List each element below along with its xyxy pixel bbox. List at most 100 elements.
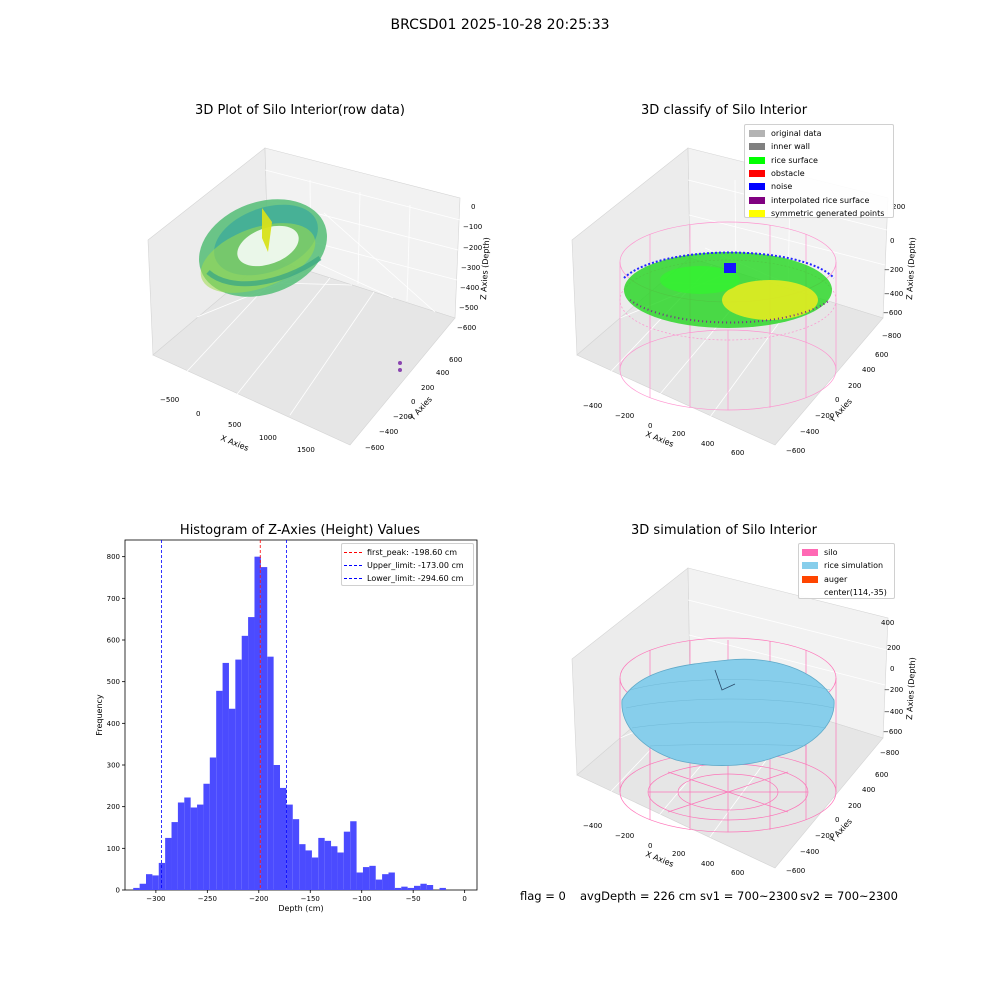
classify-z-tick: 0 [890,237,894,245]
legend-swatch [802,549,818,557]
sim-x-tick: −200 [615,832,634,840]
legend-label: rice simulation [824,561,884,571]
raw-y-ticks: 600 400 200 0 −200 −400 −600 [365,356,462,452]
classify-legend: original data inner wall rice surface obsta… [744,124,894,218]
classify-y-tick: 600 [875,351,888,359]
sv2-readout: sv2 = 700~2300 [800,889,898,903]
legend-label: interpolated rice surface [771,195,870,205]
raw-z-tick: 0 [471,203,475,211]
histogram-bar [248,617,255,890]
raw-y-tick: 400 [436,369,449,377]
legend-label: obstacle [771,169,805,179]
classify-y-tick: 0 [835,396,839,404]
sim-z-tick: 400 [881,619,894,627]
histogram-bar [254,556,261,890]
histogram-bar [190,807,198,890]
histogram-y-tick-label: 600 [107,637,120,645]
legend-swatch [344,578,362,579]
raw-x-ticks: −500 0 500 1000 1500 [160,396,315,454]
legend-swatch [802,575,818,583]
legend-label: rice surface [771,155,818,165]
raw-z-tick: −400 [460,284,479,292]
legend-label: symmetric generated points [771,208,885,218]
legend-swatch [749,156,765,164]
legend-label: Upper_limit: -173.00 cm [367,561,464,570]
classify-legend-entry: original data [749,127,893,140]
histogram-bar [356,872,363,890]
classify-x-tick: −400 [583,402,602,410]
legend-swatch [749,130,765,138]
legend-label: noise [771,182,793,192]
histogram-bar [267,656,274,890]
raw-y-tick: −200 [393,413,412,421]
raw-y-tick: 600 [449,356,462,364]
histogram-bar [362,867,370,890]
legend-label: original data [771,129,822,139]
histogram-y-tick-label: 400 [107,720,120,728]
histogram-reference-lines [161,540,287,890]
histogram-bar [184,797,191,890]
sim-z-tick: 200 [887,644,900,652]
sim-z-tick: 0 [890,665,894,673]
histogram-y-tick-label: 200 [107,803,120,811]
histogram-x-tick-label: −150 [301,895,320,903]
simulation-legend: silo rice simulation auger center(114,-35) [798,543,895,599]
simulation-legend-entry: rice simulation [802,559,894,572]
histogram-y-tick-label: 500 [107,678,120,686]
histogram-bar [280,787,287,890]
classify-x-tick: 0 [648,422,652,430]
raw-x-tick: 0 [196,410,200,418]
histogram-bar [152,875,159,890]
histogram-bar [273,765,281,890]
classify-y-tick: −200 [815,412,834,420]
histogram-x-tick-label: −50 [406,895,421,903]
classify-x-tick: 200 [672,430,685,438]
histogram-bar [216,690,223,890]
raw-x-tick: 1000 [259,434,277,442]
histogram-x-tick-label: −250 [198,895,217,903]
raw-z-tick: −100 [463,223,482,231]
legend-label: first_peak: -198.60 cm [367,548,458,557]
sim-z-tick: −800 [880,749,899,757]
classify-x-tick: −200 [615,412,634,420]
raw-z-tick: −500 [459,304,478,312]
histogram-bar [260,567,268,890]
raw-z-tick: −600 [457,324,476,332]
classify-z-tick: −200 [884,266,903,274]
classify-z-tick: 200 [892,203,905,211]
histogram-y-ticks: 0 100 200 300 400 500 600 700 800 [107,553,125,895]
histogram-y-tick-label: 300 [107,762,120,770]
legend-label: center(114,-35) [824,588,887,598]
legend-label: silo [824,548,838,558]
histogram-bar [241,635,249,890]
classify-z-label: Z Axies (Depth) [905,237,917,300]
raw-y-tick: 200 [421,384,434,392]
sim-y-tick: −600 [786,867,805,875]
classify-panel-title: 3D classify of Silo Interior [640,103,808,118]
histogram-bar [382,874,389,890]
histogram-legend-entry: Lower_limit: -294.60 cm [344,572,473,585]
histogram-bars [133,556,446,890]
histogram-bar [165,837,172,890]
histogram-bar [394,887,402,890]
histogram-bar [343,831,351,890]
histogram-bar [369,865,376,890]
sim-y-tick: 0 [835,816,839,824]
histogram-x-ticks: −300 −250 −200 −150 −100 −50 0 [146,890,467,903]
histogram-bar [439,887,446,890]
simulation-legend-entry: center(114,-35) [802,586,894,599]
raw-y-tick: 0 [411,398,415,406]
histogram-bar [203,783,210,890]
classify-y-tick: −600 [786,447,805,455]
histogram-bar [177,802,185,890]
histogram-bar [337,852,344,890]
sim-x-tick: 600 [731,869,744,877]
sim-y-tick: −200 [815,832,834,840]
histogram-bar [299,844,306,890]
histogram-bar [286,804,293,890]
histogram-bar [350,821,357,890]
histogram-bar [209,757,217,890]
raw-z-ticks: 0 −100 −200 −300 −400 −500 −600 [457,203,482,332]
